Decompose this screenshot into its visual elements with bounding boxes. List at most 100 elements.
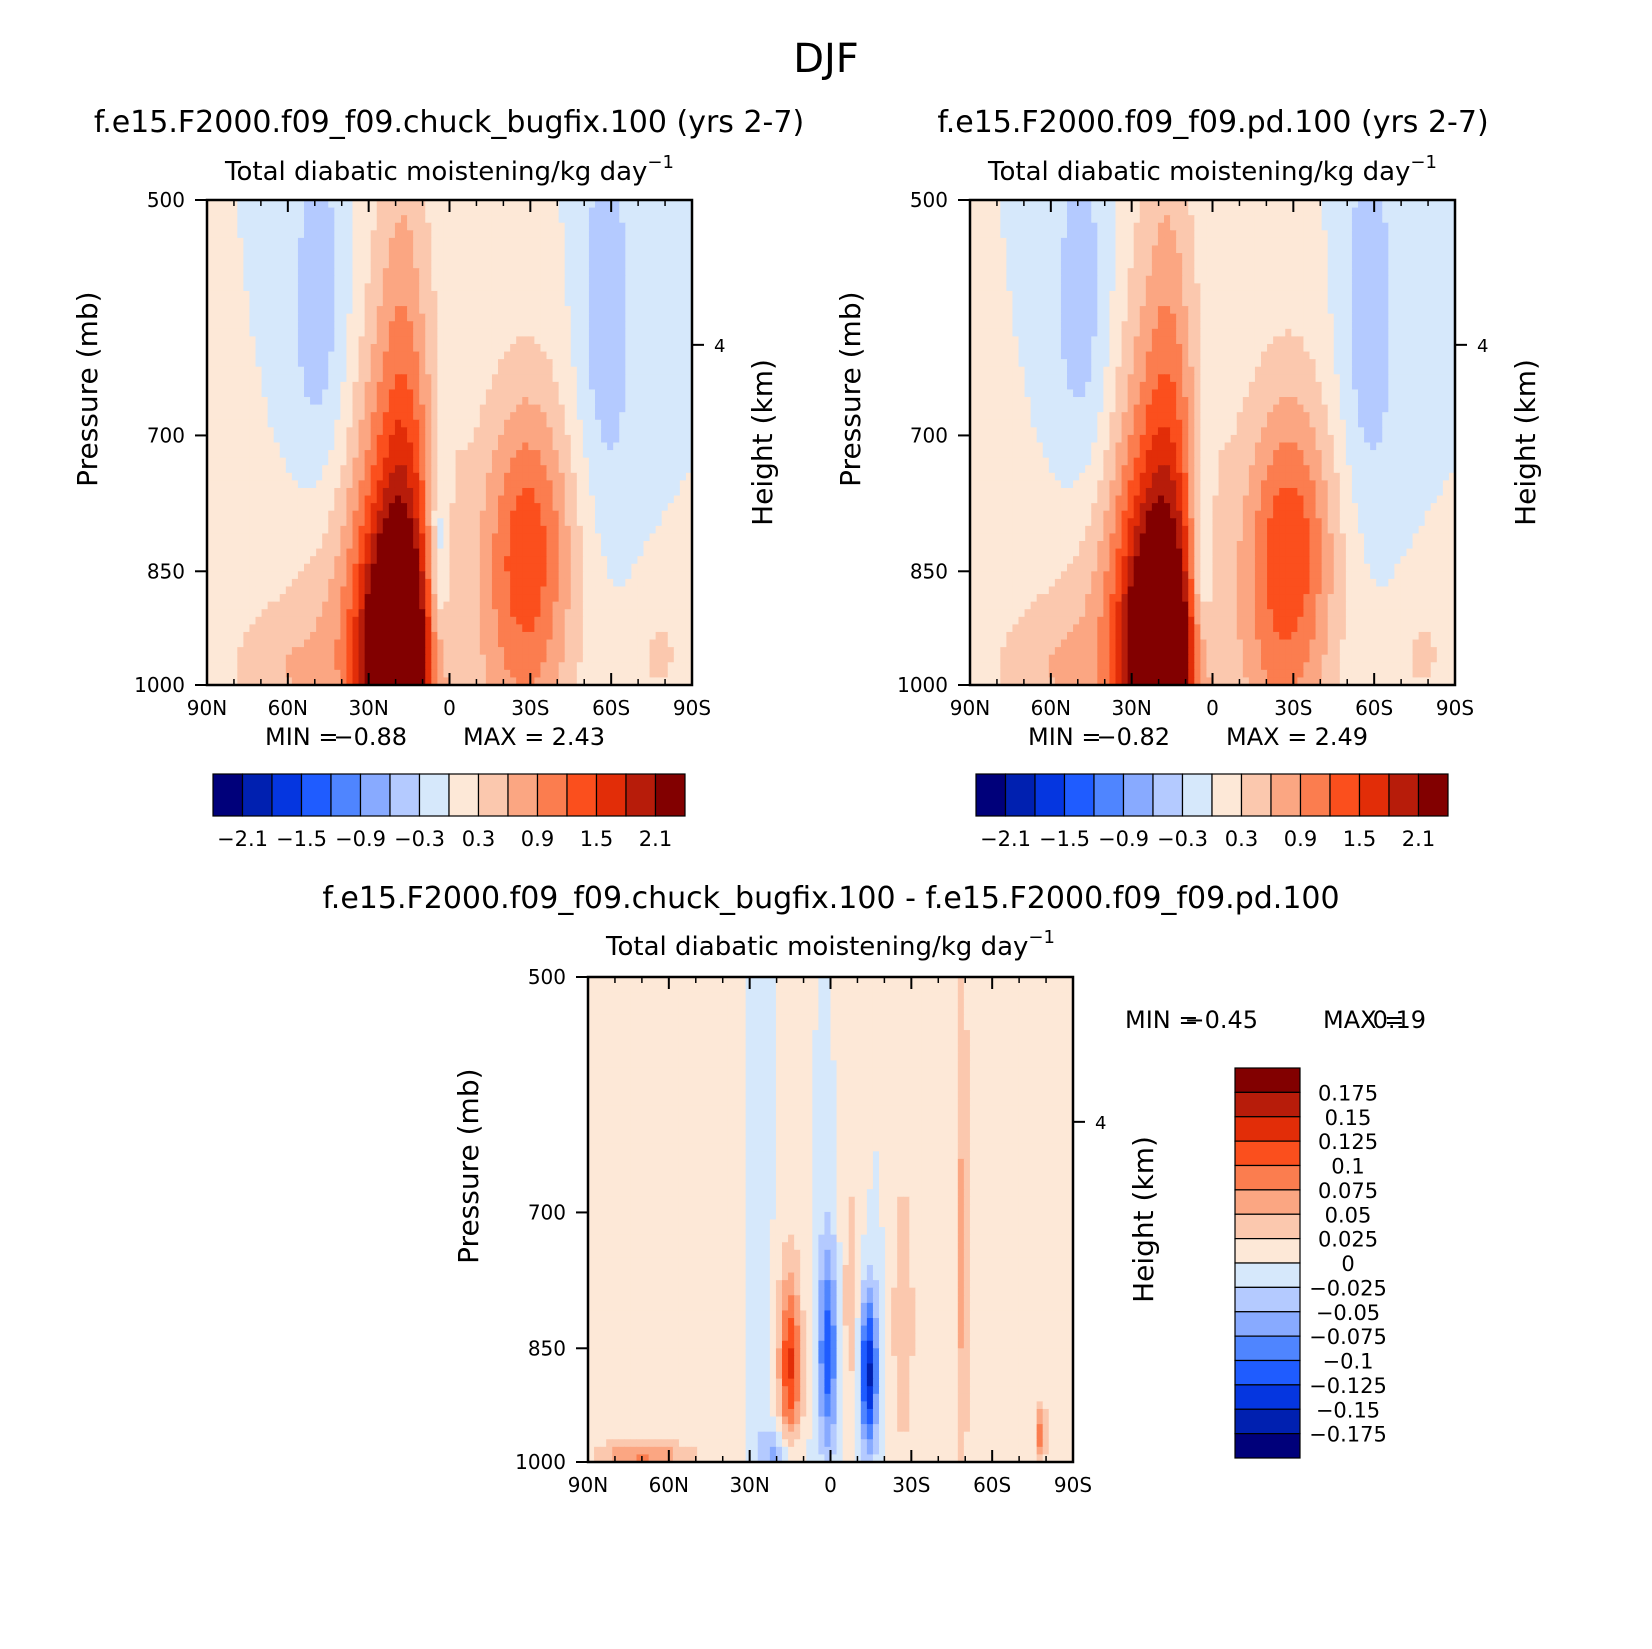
heatmap-cell <box>328 397 335 406</box>
heatmap-cell <box>461 465 469 474</box>
heatmap-cell <box>401 465 408 474</box>
heatmap-cell <box>655 268 663 277</box>
heatmap-cell <box>376 518 384 527</box>
heatmap-cell <box>558 442 566 451</box>
heatmap-cell <box>219 427 226 436</box>
heatmap-cell <box>449 571 457 580</box>
heatmap-cell <box>473 268 481 277</box>
heatmap-cell <box>249 427 257 436</box>
heatmap-cell <box>679 321 687 330</box>
heatmap-cell <box>364 306 372 315</box>
heatmap-cell <box>655 427 663 436</box>
heatmap-cell <box>637 412 645 421</box>
heatmap-cell <box>352 351 360 360</box>
heatmap-cell <box>455 397 463 406</box>
heatmap-cell <box>231 222 238 231</box>
heatmap-cell <box>346 306 354 315</box>
heatmap-cell <box>504 283 511 292</box>
heatmap-cell <box>237 389 244 398</box>
heatmap-cell <box>485 647 493 656</box>
heatmap-cell <box>279 578 287 588</box>
heatmap-cell <box>552 472 560 481</box>
heatmap-cell <box>467 306 475 315</box>
heatmap-cell <box>340 389 348 398</box>
heatmap-cell <box>376 343 384 353</box>
heatmap-cell <box>249 374 257 383</box>
heatmap-cell <box>310 647 317 656</box>
heatmap-cell <box>643 571 651 580</box>
heatmap-cell <box>498 533 505 542</box>
heatmap-cell <box>455 268 463 277</box>
heatmap-cell <box>619 450 626 459</box>
heatmap-cell <box>552 374 560 383</box>
heatmap-cell <box>570 487 578 497</box>
heatmap-cell <box>237 253 244 262</box>
heatmap-cell <box>491 245 499 254</box>
heatmap-cell <box>679 222 687 231</box>
heatmap-cell <box>340 457 348 466</box>
heatmap-cell <box>231 450 238 459</box>
heatmap-cell <box>449 200 457 209</box>
heatmap-cell <box>207 283 214 292</box>
heatmap-cell <box>231 563 238 572</box>
heatmap-cell <box>413 654 420 663</box>
heatmap-cell <box>467 472 475 481</box>
heatmap-cell <box>510 616 517 625</box>
heatmap-cell <box>407 541 414 550</box>
heatmap-cell <box>619 563 626 572</box>
heatmap-cell <box>498 328 505 338</box>
heatmap-cell <box>237 669 244 679</box>
heatmap-cell <box>667 419 675 428</box>
heatmap-cell <box>334 207 341 216</box>
heatmap-cell <box>570 366 578 375</box>
heatmap-cell <box>207 457 214 466</box>
heatmap-cell <box>340 609 348 618</box>
heatmap-cell <box>267 215 275 224</box>
heatmap-cell <box>273 662 281 671</box>
heatmap-cell <box>413 450 420 459</box>
heatmap-cell <box>607 654 614 663</box>
heatmap-cell <box>649 434 657 444</box>
heatmap-cell <box>267 313 275 322</box>
heatmap-cell <box>261 328 269 338</box>
heatmap-cell <box>425 594 432 603</box>
heatmap-cell <box>588 343 596 353</box>
heatmap-cell <box>267 624 275 633</box>
heatmap-cell <box>498 457 505 466</box>
heatmap-cell <box>443 450 451 459</box>
heatmap-cell <box>498 374 505 383</box>
heatmap-cell <box>625 624 632 633</box>
heatmap-cell <box>364 222 372 231</box>
heatmap-cell <box>552 230 560 239</box>
heatmap-cell <box>261 434 269 444</box>
heatmap-cell <box>595 290 602 300</box>
heatmap-cell <box>485 419 493 428</box>
heatmap-cell <box>285 541 293 550</box>
heatmap-cell <box>667 495 675 504</box>
heatmap-cell <box>382 412 390 421</box>
heatmap-cell <box>540 654 548 663</box>
heatmap-cell <box>479 556 487 565</box>
heatmap-cell <box>601 245 608 254</box>
heatmap-cell <box>237 419 244 428</box>
heatmap-cell <box>219 465 226 474</box>
heatmap-cell <box>364 290 372 300</box>
heatmap-cell <box>516 412 523 421</box>
heatmap-cell <box>261 586 269 595</box>
heatmap-cell <box>419 313 426 322</box>
heatmap-cell <box>388 381 396 391</box>
heatmap-cell <box>225 321 232 330</box>
heatmap-cell <box>225 457 232 466</box>
heatmap-cell <box>485 397 493 406</box>
heatmap-cell <box>649 586 657 595</box>
heatmap-cell <box>407 465 414 474</box>
heatmap-cell <box>631 616 639 625</box>
heatmap-cell <box>267 586 275 595</box>
heatmap-cell <box>522 237 529 247</box>
heatmap-cell <box>673 571 681 580</box>
heatmap-cell <box>279 404 287 413</box>
heatmap-cell <box>443 472 451 481</box>
heatmap-cell <box>394 298 402 307</box>
heatmap-cell <box>334 556 341 565</box>
heatmap-cell <box>376 298 384 307</box>
